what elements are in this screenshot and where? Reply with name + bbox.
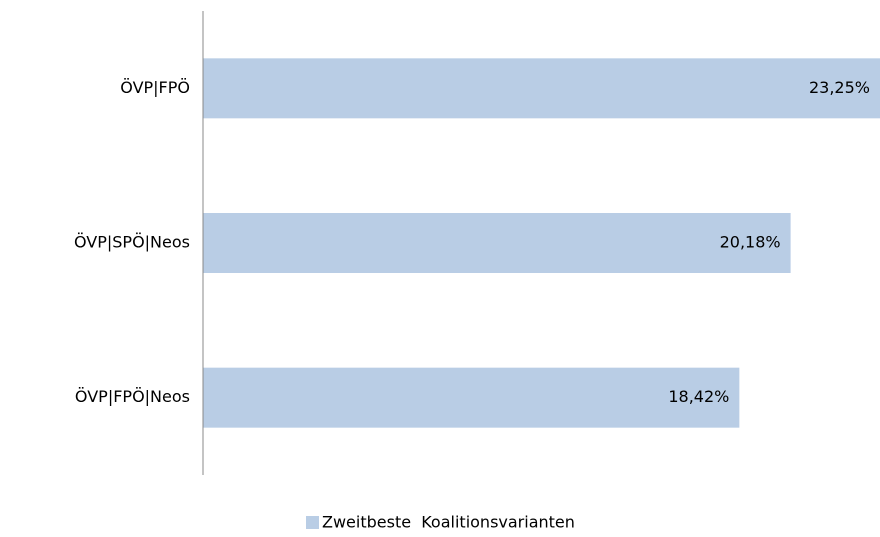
value-label: 18,42% bbox=[668, 387, 729, 406]
legend-label: Zweitbeste Koalitionsvarianten bbox=[322, 513, 575, 532]
value-label: 23,25% bbox=[809, 78, 870, 97]
bar bbox=[203, 367, 740, 428]
legend-swatch bbox=[306, 516, 319, 529]
category-label: ÖVP|FPÖ bbox=[120, 78, 190, 97]
category-label: ÖVP|SPÖ|Neos bbox=[74, 233, 190, 252]
category-label: ÖVP|FPÖ|Neos bbox=[75, 387, 190, 406]
bar bbox=[203, 213, 791, 273]
bar bbox=[203, 58, 880, 119]
value-label: 20,18% bbox=[720, 233, 781, 252]
